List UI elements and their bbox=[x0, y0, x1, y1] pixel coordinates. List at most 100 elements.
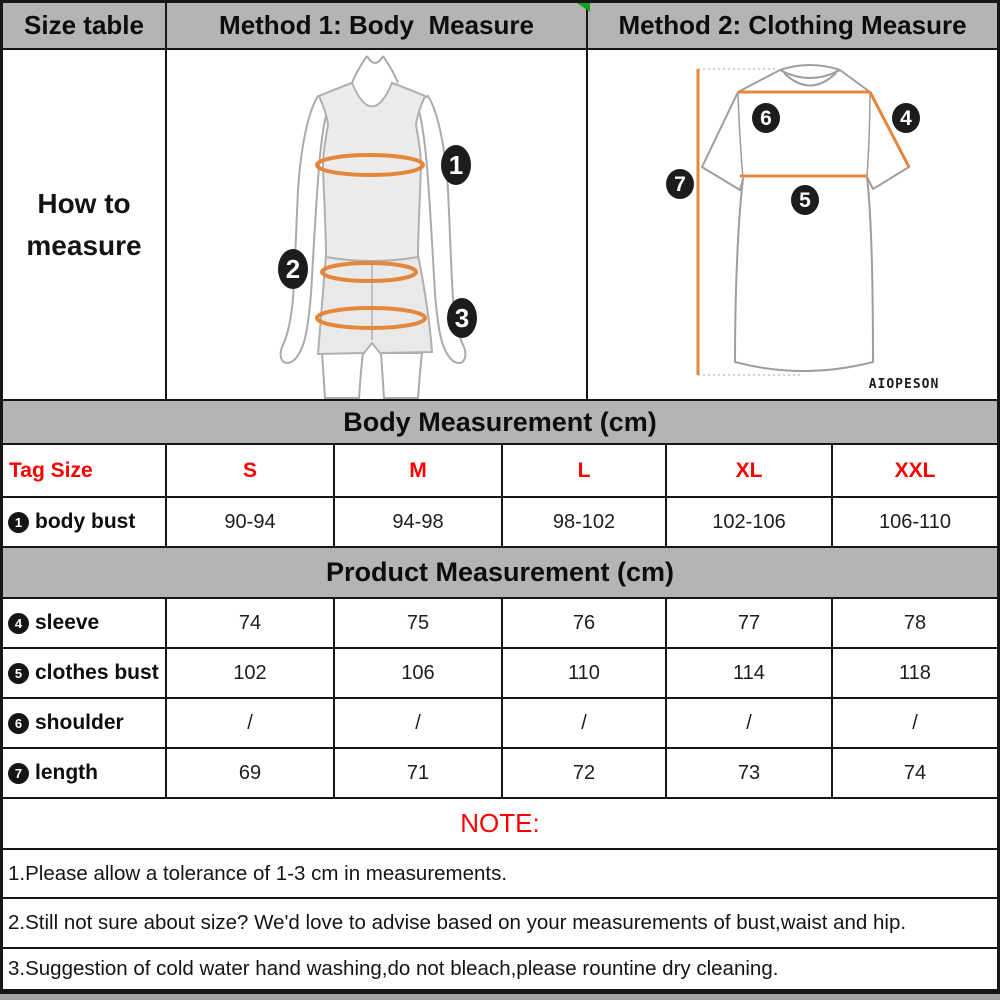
table-cell: 77 bbox=[667, 599, 833, 647]
body-measure-diagram: 1 2 3 bbox=[167, 50, 588, 401]
neck-right bbox=[382, 55, 399, 84]
note-item-2: 2.Still not sure about size? We'd love t… bbox=[3, 899, 997, 949]
row-label-text: sleeve bbox=[35, 611, 100, 634]
header-method2: Method 2: Clothing Measure bbox=[588, 3, 997, 50]
right-leg bbox=[379, 352, 424, 399]
table-cell: 110 bbox=[503, 649, 667, 697]
collar-front-line bbox=[783, 72, 837, 87]
clothing-measure-diagram: 6 4 7 5 AIOPESON bbox=[588, 50, 997, 401]
table-cell: 94-98 bbox=[335, 498, 503, 546]
svg-text:7: 7 bbox=[674, 173, 686, 196]
size-col-xl: XL bbox=[667, 445, 833, 496]
svg-text:4: 4 bbox=[900, 107, 912, 130]
marker-badge-7: 7 bbox=[8, 762, 29, 784]
right-sleeve-seam bbox=[866, 91, 871, 178]
header-size-table: Size table bbox=[3, 3, 167, 50]
right-arm bbox=[414, 94, 467, 365]
table-cell: 106 bbox=[335, 649, 503, 697]
header-method1: Method 1: Body Measure bbox=[167, 3, 588, 50]
table-cell: 98-102 bbox=[503, 498, 667, 546]
table-cell: 74 bbox=[903, 761, 927, 784]
size-col-s: S bbox=[167, 445, 335, 496]
row-label-text: length bbox=[35, 761, 98, 784]
sleeve-row: 4 sleeve 74 75 76 77 78 bbox=[3, 599, 997, 649]
body-measurement-title: Body Measurement (cm) bbox=[3, 401, 997, 445]
size-col-l: L bbox=[503, 445, 667, 496]
top-section: Size table Method 1: Body Measure Method… bbox=[3, 3, 997, 401]
table-cell: 73 bbox=[667, 749, 833, 797]
body-figure-illustration: 1 2 3 bbox=[278, 55, 477, 399]
svg-text:1: 1 bbox=[449, 150, 463, 180]
svg-text:6: 6 bbox=[760, 107, 772, 130]
length-row: 7 length 69 71 72 73 74 bbox=[3, 749, 997, 799]
note-item-1: 1.Please allow a tolerance of 1-3 cm in … bbox=[3, 850, 997, 899]
row-label-text: clothes bust bbox=[35, 661, 159, 684]
table-cell: / bbox=[667, 699, 833, 747]
product-measurement-title: Product Measurement (cm) bbox=[3, 548, 997, 599]
table-cell: 78 bbox=[903, 611, 927, 634]
table-cell: / bbox=[912, 711, 918, 734]
table-cell: 102 bbox=[167, 649, 335, 697]
table-cell: 102-106 bbox=[667, 498, 833, 546]
table-cell: / bbox=[335, 699, 503, 747]
table-cell: 76 bbox=[503, 599, 667, 647]
row-label: 6 shoulder bbox=[3, 699, 167, 747]
table-cell: 114 bbox=[667, 649, 833, 697]
bust-tape-line bbox=[315, 153, 425, 177]
bottom-edge-strip bbox=[0, 994, 1000, 1000]
marker-shoulder: 6 bbox=[752, 103, 780, 133]
svg-text:2: 2 bbox=[286, 254, 300, 284]
row-label: 5 clothes bust bbox=[3, 649, 167, 697]
marker-badge-4: 4 bbox=[8, 612, 29, 634]
chin-curve bbox=[366, 55, 384, 64]
tshirt-outline bbox=[701, 64, 910, 372]
size-col-m: M bbox=[335, 445, 503, 496]
neck-left bbox=[351, 55, 368, 84]
table-cell: 118 bbox=[899, 661, 931, 684]
table-cell: 90-94 bbox=[167, 498, 335, 546]
row-label-text: shoulder bbox=[35, 711, 124, 734]
table-cell: 106-110 bbox=[879, 510, 951, 533]
size-col-xxl: XXL bbox=[894, 458, 936, 482]
marker-body-hip: 3 bbox=[447, 298, 477, 338]
table-cell: 69 bbox=[167, 749, 335, 797]
marker-clothes-bust: 5 bbox=[791, 185, 819, 215]
collar-back-line bbox=[779, 69, 841, 79]
table-cell: / bbox=[167, 699, 335, 747]
note-item-3: 3.Suggestion of cold water hand washing,… bbox=[8, 957, 779, 980]
note-title: NOTE: bbox=[3, 799, 997, 850]
tank-top bbox=[317, 81, 427, 262]
svg-text:5: 5 bbox=[799, 189, 811, 212]
body-bust-row: 1 body bust 90-94 94-98 98-102 102-106 1… bbox=[3, 498, 997, 548]
marker-badge-1: 1 bbox=[8, 511, 29, 533]
row-label: 7 length bbox=[3, 749, 167, 797]
table-cell: 74 bbox=[167, 599, 335, 647]
row-label: 4 sleeve bbox=[3, 599, 167, 647]
marker-badge-5: 5 bbox=[8, 662, 29, 684]
left-sleeve-seam bbox=[737, 91, 744, 180]
svg-text:3: 3 bbox=[455, 303, 469, 333]
tshirt-illustration: 6 4 7 5 AIOPESON bbox=[666, 64, 940, 392]
tag-size-label: Tag Size bbox=[3, 445, 167, 496]
row-label: 1 body bust bbox=[3, 498, 167, 546]
table-cell: 71 bbox=[335, 749, 503, 797]
table-cell: 72 bbox=[503, 749, 667, 797]
tag-size-row: Tag Size S M L XL XXL bbox=[3, 445, 997, 498]
how-to-measure-label: How to measure bbox=[3, 50, 167, 401]
row-label-text: body bust bbox=[35, 510, 136, 533]
marker-body-waist: 2 bbox=[278, 249, 308, 289]
marker-sleeve: 4 bbox=[892, 103, 920, 133]
waist-tape-line bbox=[320, 261, 418, 283]
clothes-bust-row: 5 clothes bust 102 106 110 114 118 bbox=[3, 649, 997, 699]
shoulder-row: 6 shoulder / / / / / bbox=[3, 699, 997, 749]
hip-tape-line bbox=[315, 306, 427, 330]
marker-body-bust: 1 bbox=[441, 145, 471, 185]
sleeve-measure-line bbox=[868, 91, 911, 168]
table-cell: / bbox=[503, 699, 667, 747]
green-corner-flag-icon bbox=[577, 3, 590, 12]
brand-label: AIOPESON bbox=[869, 377, 940, 392]
table-cell: 75 bbox=[335, 599, 503, 647]
marker-length: 7 bbox=[666, 169, 694, 199]
left-leg bbox=[320, 352, 365, 399]
